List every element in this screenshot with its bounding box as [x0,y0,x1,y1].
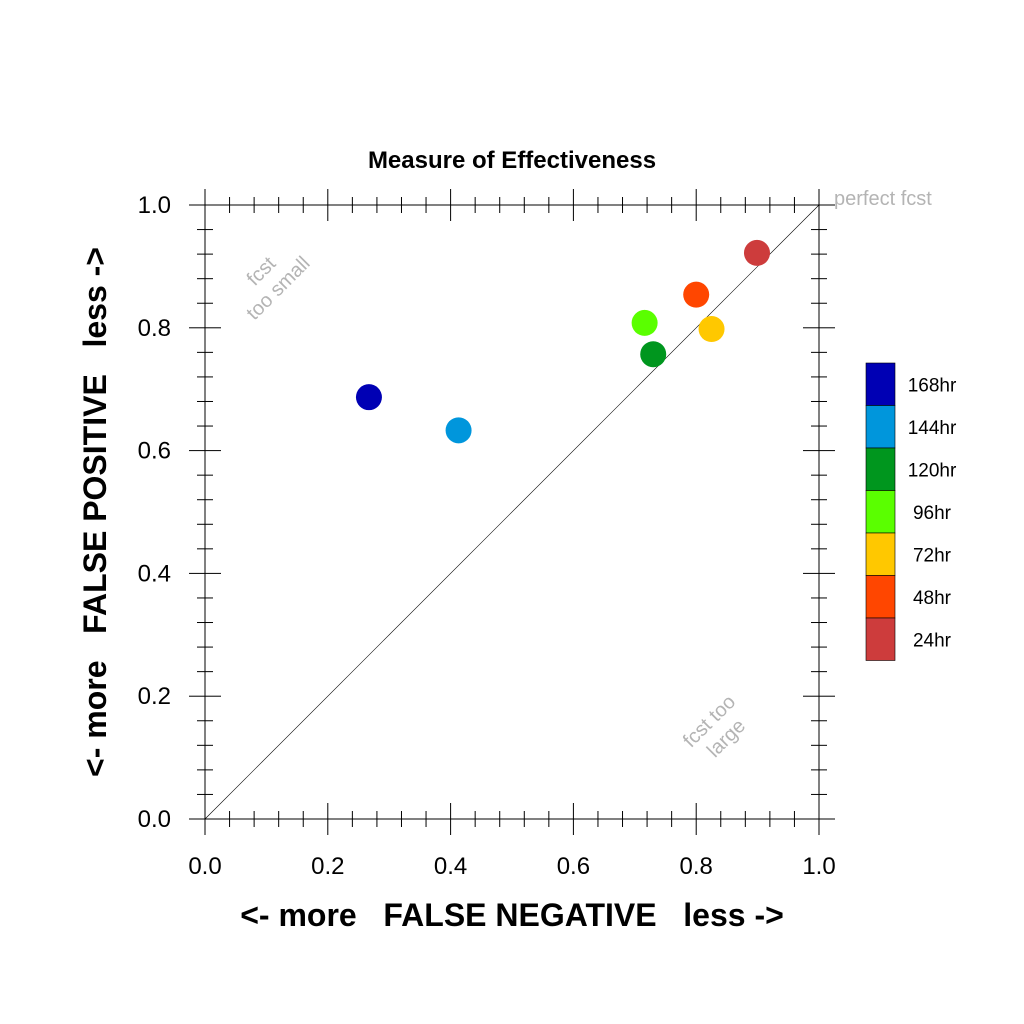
legend-swatch-144hr [865,405,896,449]
plot-area: 0.0 0.2 0.4 0.6 0.8 1.0 0.0 0.2 0.4 0.6 0.8 1.0 [138,189,836,880]
annotation-fcst-too-small: fcst too small [242,252,314,324]
legend-swatch-48hr [865,575,896,619]
data-point-120hr [640,341,667,368]
legend-swatch-24hr [865,617,896,661]
data-point-168hr [355,384,382,411]
plot-frame [204,204,820,820]
legend-swatch-120hr [865,447,896,491]
x-axis-label: <- more FALSE NEGATIVE less -> [240,897,784,933]
y-tick-label: 1.0 [138,192,171,219]
data-point-72hr [698,316,725,343]
y-tick-label: 0.4 [138,560,171,587]
y-tick-label: 0.2 [138,683,171,710]
data-point-144hr [445,417,472,444]
x-tick-label: 1.0 [802,853,835,880]
y-axis-label: <- more FALSE POSITIVE less -> [77,247,113,777]
data-point-96hr [631,309,658,336]
legend-swatch-72hr [865,532,896,576]
legend-label-24hr: 24hr [913,630,952,651]
legend-swatch-96hr [865,490,896,534]
y-tick-label: 0.8 [138,315,171,342]
annotation-fcst-too-large: fcst too large [679,691,750,762]
legend-label-72hr: 72hr [913,545,952,566]
data-point-48hr [683,281,710,308]
diagonal-reference-line [204,204,820,820]
x-tick-label: 0.8 [680,853,713,880]
legend-swatch-168hr [865,362,896,406]
legend-label-144hr: 144hr [908,418,957,439]
chart-title: Measure of Effectiveness [368,147,656,174]
annotation-perfect-fcst: perfect fcst [834,188,932,210]
legend-label-48hr: 48hr [913,588,952,609]
legend: 168hr 144hr 120hr 96hr 72hr 48hr 24hr [865,362,957,661]
legend-label-168hr: 168hr [908,375,957,396]
y-tick-label: 0.0 [138,806,171,833]
data-point-24hr [743,239,770,266]
legend-label-96hr: 96hr [913,503,952,524]
y-tick-label: 0.6 [138,438,171,465]
legend-label-120hr: 120hr [908,460,957,481]
x-tick-label: 0.6 [557,853,590,880]
x-tick-label: 0.4 [434,853,467,880]
x-tick-label: 0.2 [311,853,344,880]
x-tick-label: 0.0 [188,853,221,880]
